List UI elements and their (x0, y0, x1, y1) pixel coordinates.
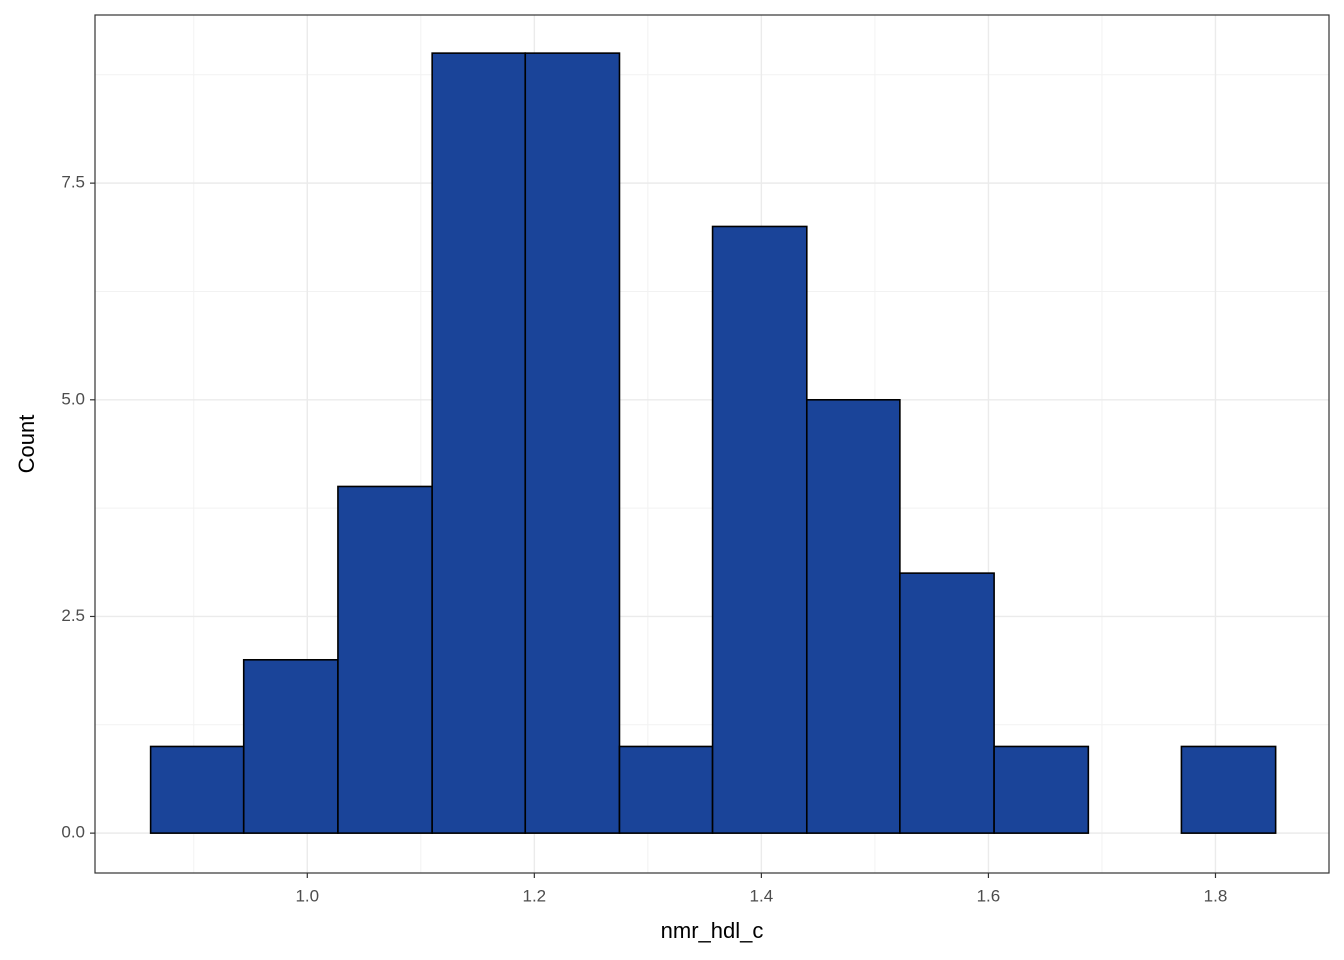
y-tick-label: 0.0 (61, 823, 85, 842)
bars (149, 52, 1277, 834)
bar (149, 745, 245, 834)
bar (993, 745, 1090, 834)
x-tick-label: 1.2 (523, 886, 547, 905)
bar (618, 745, 714, 834)
x-tick-label: 1.0 (295, 886, 319, 905)
x-tick-label: 1.8 (1204, 886, 1228, 905)
x-axis-title: nmr_hdl_c (661, 918, 764, 943)
bar (524, 52, 621, 834)
bar (899, 572, 995, 834)
bar (431, 52, 527, 834)
x-tick-label: 1.6 (977, 886, 1001, 905)
y-axis-title: Count (14, 415, 39, 474)
y-tick-label: 2.5 (61, 606, 85, 625)
bar (805, 398, 901, 834)
x-tick-label: 1.4 (750, 886, 774, 905)
bar (1180, 745, 1277, 834)
y-tick-label: 5.0 (61, 389, 85, 408)
y-tick-label: 7.5 (61, 173, 85, 192)
bar (242, 658, 339, 834)
panel-border (94, 14, 1330, 874)
bar (711, 225, 808, 834)
bar (337, 485, 433, 834)
